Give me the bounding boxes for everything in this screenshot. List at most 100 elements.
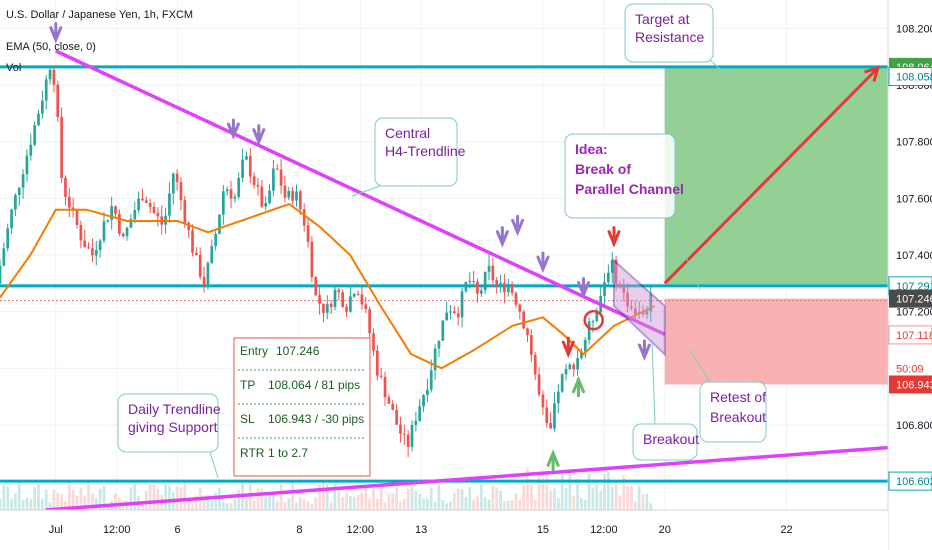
candle-body xyxy=(553,403,556,429)
price-label-text: 107.246 xyxy=(896,294,932,306)
price-label-box xyxy=(888,67,932,86)
red-arrow-icon xyxy=(607,226,621,248)
volume-bar xyxy=(372,484,375,510)
note-breakout-box xyxy=(632,423,698,461)
candle-body xyxy=(221,191,225,215)
volume-bar xyxy=(541,477,545,510)
volume-bar xyxy=(506,500,510,510)
note-target-at-resistance-box xyxy=(624,3,714,63)
volume-bar xyxy=(603,474,606,510)
candle-body xyxy=(587,321,591,341)
candle-body xyxy=(356,294,360,296)
candle-body xyxy=(499,283,502,285)
candle-body xyxy=(202,276,206,286)
candle-body xyxy=(91,248,94,256)
volume-indicator-label: Vol xyxy=(6,62,21,74)
volume-bar xyxy=(168,485,171,510)
candle-body xyxy=(391,403,395,410)
volume-bar xyxy=(530,484,533,510)
volume-bar xyxy=(441,499,445,510)
candle-body xyxy=(580,351,583,359)
note-target-at-resistance-text: Target at xyxy=(635,11,690,27)
note-idea-break-channel-box xyxy=(564,133,676,219)
candle-body xyxy=(233,196,237,199)
volume-bar xyxy=(2,484,6,510)
volume-bar xyxy=(510,500,514,510)
candle-body xyxy=(260,186,264,207)
volume-bar xyxy=(264,496,268,510)
volume-bar xyxy=(156,489,160,510)
volume-bar xyxy=(472,500,475,510)
candle-body xyxy=(349,296,352,312)
parallel-channel xyxy=(612,258,666,357)
candle-body xyxy=(171,173,175,194)
candle-body xyxy=(645,311,649,315)
candle-body xyxy=(399,424,402,434)
candle-body xyxy=(483,271,487,291)
volume-bar xyxy=(587,473,591,510)
purple-arrow-icon xyxy=(226,118,240,140)
note-target-at-resistance-pointer xyxy=(709,59,731,79)
volume-bar xyxy=(391,493,395,510)
ema-50-line xyxy=(0,202,656,370)
candle-body xyxy=(314,277,318,296)
time-tick-label: 15 xyxy=(537,524,549,536)
volume-bar xyxy=(479,483,483,510)
candle-body xyxy=(114,206,117,214)
volume-bar xyxy=(518,500,522,510)
candle-body xyxy=(607,272,610,283)
candle-body xyxy=(10,209,13,229)
candle-body xyxy=(2,248,6,266)
volume-bar xyxy=(503,501,506,510)
note-retest-of-breakout-pointer xyxy=(689,349,711,383)
note-breakout-pointer xyxy=(651,339,656,425)
volume-bar xyxy=(25,497,29,510)
trade-row-value: 1 to 2.7 xyxy=(268,446,308,460)
candle-body xyxy=(183,200,187,223)
candle-body xyxy=(141,198,144,201)
price-label-box xyxy=(889,289,932,308)
candle-body xyxy=(94,249,98,256)
volume-bar xyxy=(422,498,425,510)
candle-body xyxy=(106,219,110,222)
volume-bar xyxy=(314,497,318,510)
volume-bar xyxy=(102,485,106,510)
candle-body xyxy=(195,252,198,255)
candle-body xyxy=(337,289,341,293)
volume-bar xyxy=(599,490,603,510)
note-central-h4-trendline-box xyxy=(374,117,458,187)
price-label-box xyxy=(888,325,932,345)
volume-bar xyxy=(356,494,360,510)
target-zone xyxy=(664,66,888,286)
candle-body xyxy=(426,389,429,396)
candle-body xyxy=(41,100,44,114)
volume-bar xyxy=(48,502,52,510)
candle-body xyxy=(453,311,456,314)
volume-bar xyxy=(453,493,456,510)
volume-bar xyxy=(272,492,275,510)
time-axis-background xyxy=(0,510,888,550)
purple-arrow-icon xyxy=(495,226,509,248)
symbol-title: U.S. Dollar / Japanese Yen, 1h, FXCM xyxy=(6,9,193,21)
price-axis-background xyxy=(888,0,932,550)
candle-body xyxy=(603,282,606,297)
volume-bars xyxy=(0,468,653,510)
trade-row-label: Entry xyxy=(240,344,268,358)
volume-bar xyxy=(164,483,167,510)
volume-bar xyxy=(325,483,329,510)
volume-bar xyxy=(637,485,641,510)
candle-body xyxy=(649,294,653,312)
candle-body xyxy=(387,397,391,404)
candle-body xyxy=(633,308,637,315)
note-breakout: Breakout xyxy=(632,339,699,461)
candle-body xyxy=(229,189,233,199)
red-arrow-icon xyxy=(561,336,575,359)
volume-bar xyxy=(98,488,102,510)
candle-body xyxy=(333,289,337,307)
volume-bar xyxy=(591,487,595,510)
candle-body xyxy=(98,240,102,250)
volume-bar xyxy=(306,501,310,510)
chart-header: U.S. Dollar / Japanese Yen, 1h, FXCM EMA… xyxy=(6,9,193,74)
volume-bar xyxy=(626,486,629,510)
